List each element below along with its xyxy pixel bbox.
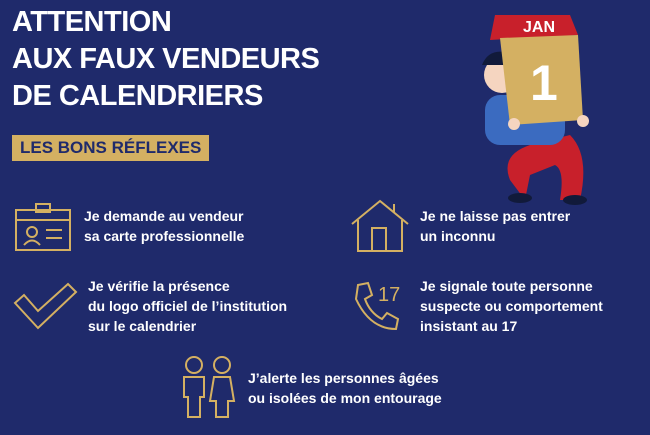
- phone-number: 17: [378, 284, 400, 306]
- tip-text: J’alerte les personnes âgées ou isolées …: [248, 369, 442, 406]
- tip-text: Je signale toute personne suspecte ou co…: [420, 278, 603, 334]
- tip-text: Je demande au vendeur sa carte professio…: [84, 207, 245, 244]
- calendar-month: JAN: [523, 19, 555, 36]
- tip-call-17: 17 Je signale toute personne suspecte ou…: [350, 276, 603, 336]
- title-line: DE CALENDRIERS: [12, 80, 263, 112]
- page-title: ATTENTION AUX FAUX VENDEURS DE CALENDRIE…: [12, 4, 320, 115]
- subtitle-badge: LES BONS RÉFLEXES: [12, 135, 210, 161]
- title-line: AUX FAUX VENDEURS: [12, 43, 320, 75]
- title-line: ATTENTION: [12, 6, 172, 38]
- checkmark-icon: [13, 282, 78, 330]
- tip-text: Je ne laisse pas entrer un inconnu: [420, 207, 571, 244]
- id-card-icon: [15, 203, 71, 251]
- tip-alert-elderly: J’alerte les personnes âgées ou isolées …: [178, 355, 442, 420]
- house-icon: [351, 199, 409, 252]
- tip-check-logo: Je vérifie la présence du logo officiel …: [12, 276, 287, 336]
- tip-text: Je vérifie la présence du logo officiel …: [88, 278, 288, 334]
- tip-house: Je ne laisse pas entrer un inconnu: [350, 198, 570, 253]
- phone-17-icon: 17: [354, 281, 400, 330]
- calendar-day: 1: [530, 55, 558, 111]
- people-icon: [183, 356, 236, 418]
- tip-id-card: Je demande au vendeur sa carte professio…: [14, 198, 244, 253]
- man-carrying-calendar-illustration: JAN 1: [482, 15, 589, 205]
